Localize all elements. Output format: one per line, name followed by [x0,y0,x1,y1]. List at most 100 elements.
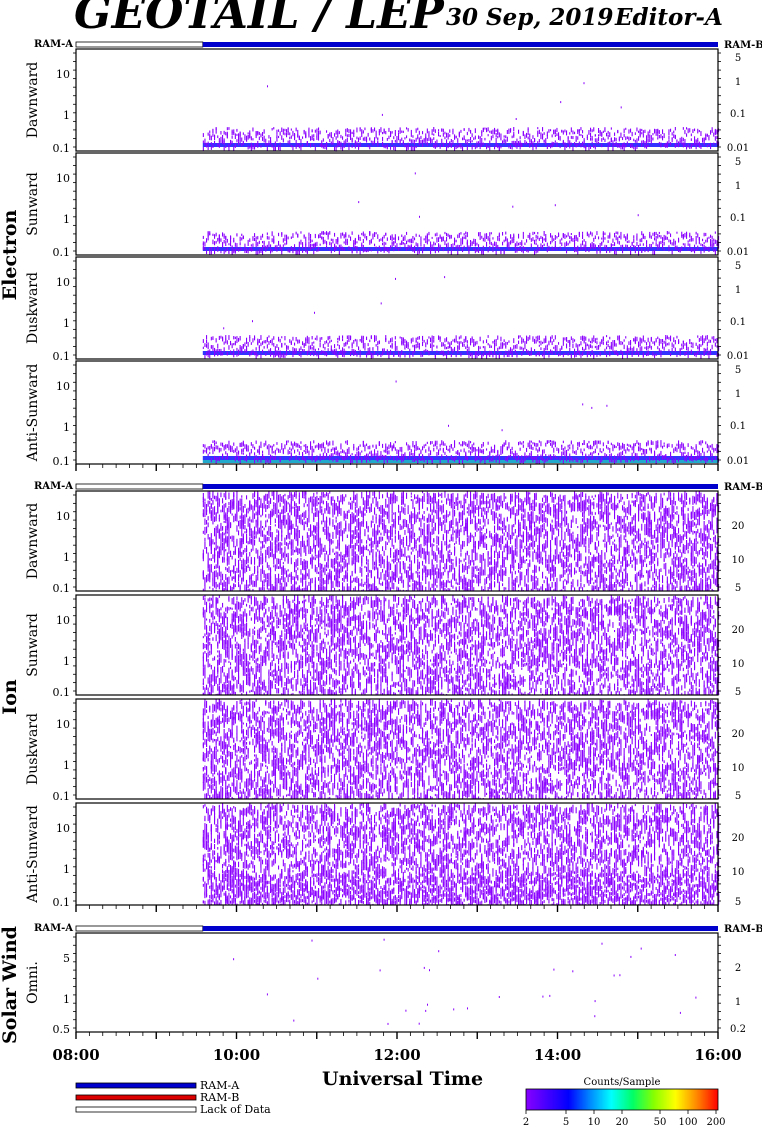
data-mark [518,336,519,339]
data-mark [662,237,663,240]
data-mark [510,347,511,349]
data-mark [259,345,260,348]
data-mark [398,450,399,455]
data-mark [412,345,413,347]
data-mark [697,142,698,145]
data-mark [502,345,503,349]
data-mark [508,340,509,342]
data-mark [713,339,714,343]
data-mark [700,251,701,254]
data-mark [657,137,658,139]
data-mark [387,459,388,463]
data-mark [251,342,252,345]
data-mark [481,250,482,254]
data-mark [580,354,581,358]
data-mark [211,445,212,449]
data-mark [204,139,205,142]
data-mark [323,145,324,149]
data-mark [310,345,311,349]
data-mark [481,142,482,146]
data-mark [304,457,305,461]
data-mark [536,249,537,253]
data-mark [388,352,389,355]
data-mark [475,447,476,452]
data-mark [340,135,341,138]
data-mark [483,442,484,447]
data-mark [416,457,417,461]
data-mark [273,451,274,453]
data-mark [332,459,333,462]
data-mark [280,143,281,146]
data-mark [590,231,591,234]
data-mark [232,141,233,144]
data-mark [203,147,204,151]
data-mark [288,346,289,350]
data-mark [401,131,402,133]
data-mark [536,243,537,245]
ram-a-mode-bar [203,42,718,47]
data-mark [382,352,383,355]
data-mark [396,247,397,249]
data-mark [608,340,609,343]
data-mark [636,138,637,143]
data-mark [270,446,271,448]
data-mark [534,250,535,255]
data-mark [251,247,252,252]
data-mark [470,353,471,357]
data-mark [675,135,676,139]
data-mark [579,142,580,145]
data-mark [264,129,265,133]
data-mark [646,245,647,248]
data-mark [400,127,401,129]
data-mark [529,143,530,145]
data-mark [480,337,481,339]
data-mark [304,450,305,452]
data-mark [448,136,449,140]
data-mark [265,441,266,446]
data-mark [548,341,549,346]
data-mark [464,344,465,347]
data-mark [460,130,461,133]
data-mark [326,340,327,343]
data-mark [572,239,573,241]
data-mark [244,350,245,353]
data-mark [705,240,706,243]
data-mark [684,142,685,147]
data-mark [464,339,465,343]
data-mark [654,354,655,358]
data-mark [331,453,332,457]
data-mark [252,145,253,149]
data-mark [561,346,562,350]
data-mark [416,344,417,349]
data-mark [318,247,319,251]
data-mark [600,248,601,251]
data-mark [451,455,452,459]
data-mark [369,340,370,342]
data-mark [363,344,364,348]
data-mark [384,235,385,239]
data-mark [227,239,228,243]
data-mark [480,456,481,459]
data-mark [259,132,260,135]
data-mark [700,131,701,136]
data-mark [552,351,553,355]
data-mark [336,447,337,451]
data-mark [243,142,244,144]
data-mark [276,442,277,445]
data-mark [404,339,405,343]
data-mark [328,343,329,347]
data-mark [345,239,346,242]
data-mark [320,456,321,461]
data-mark [433,247,434,250]
data-mark [299,244,300,247]
data-mark [460,353,461,357]
data-mark [358,446,359,450]
data-mark [532,135,533,139]
data-mark [550,129,551,131]
data-mark [233,240,234,242]
data-mark [256,237,257,240]
data-mark [696,141,697,146]
data-mark [516,142,517,145]
data-mark [305,136,306,139]
data-mark [328,336,329,340]
